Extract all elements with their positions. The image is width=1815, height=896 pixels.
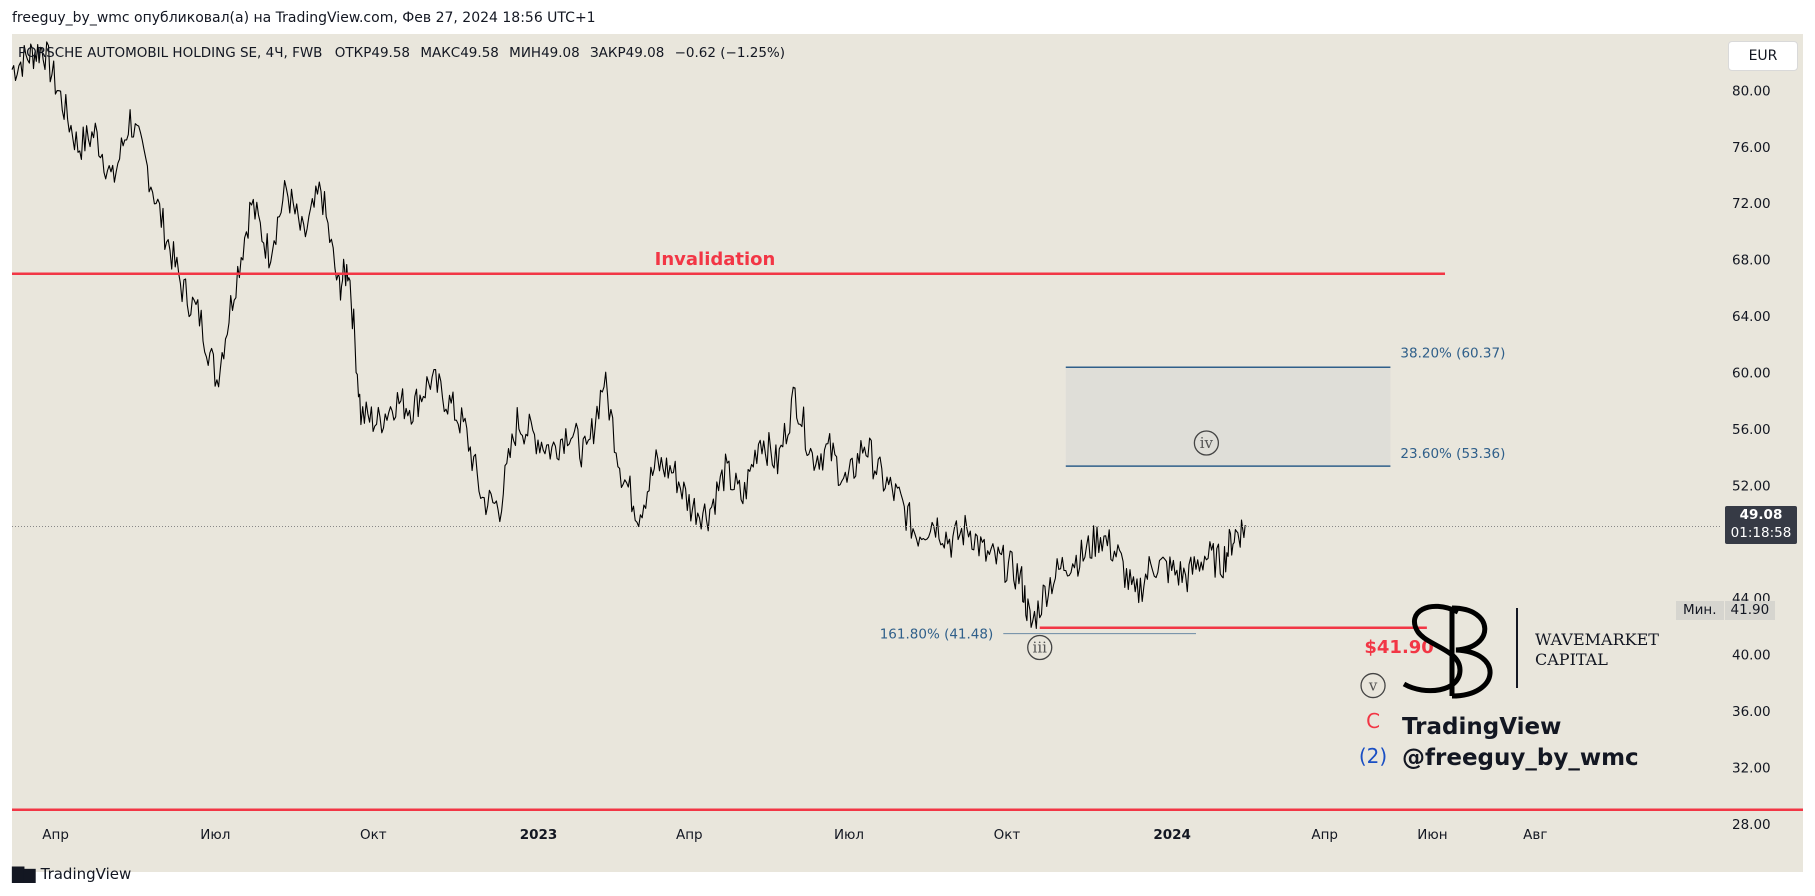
last-price-badge: 49.08 01:18:58 [1725, 506, 1797, 544]
min-label: Мин. [1676, 601, 1724, 620]
y-tick-label: 52.00 [1732, 478, 1771, 494]
fib-38-label: 38.20% (60.37) [1400, 345, 1505, 361]
x-tick-label: Авг [1523, 827, 1547, 843]
tradingview-footer[interactable]: ▇▆ TradingView [12, 864, 131, 883]
y-tick-label: 28.00 [1732, 817, 1771, 833]
symbol-legend: PORSCHE AUTOMOBIL HOLDING SE, 4Ч, FWB ОТ… [18, 45, 785, 61]
x-tick-label: Июн [1417, 827, 1447, 843]
x-tick-label: 2024 [1153, 827, 1191, 843]
price-series [11, 41, 1247, 630]
legend-high-label: МАКС [420, 45, 461, 61]
invalidation-label: Invalidation [655, 249, 776, 270]
published-by-text: freeguy_by_wmc опубликовал(а) на Trading… [12, 10, 596, 26]
x-tick-label: Июл [834, 827, 864, 843]
tradingview-logo-icon: ▇▆ [12, 864, 36, 883]
fib-extension-label: 161.80% (41.48) [880, 627, 994, 643]
brand-line-1: WAVEMARKET [1535, 630, 1659, 649]
y-tick-label: 68.00 [1732, 253, 1771, 269]
wave-label: iii [1033, 639, 1048, 657]
legend-change: −0.62 (−1.25%) [674, 45, 786, 61]
y-tick-label: 56.00 [1732, 422, 1771, 438]
wave-circle [1193, 430, 1220, 456]
wave-circle [1360, 672, 1386, 699]
wave-label: iv [1200, 434, 1214, 452]
y-tick-label: 76.00 [1732, 140, 1771, 156]
brand-text: WAVEMARKET CAPITAL [1535, 630, 1659, 670]
legend-low-label: МИН [509, 45, 542, 61]
y-tick-label: 36.00 [1732, 704, 1771, 720]
wave-circle [1027, 634, 1053, 661]
x-tick-label: Окт [994, 827, 1021, 843]
time-axis-area [12, 852, 1803, 872]
wavemarket-logo-icon [1402, 603, 1493, 699]
brand-line-2: CAPITAL [1535, 650, 1608, 669]
legend-close-label: ЗАКР [590, 45, 626, 61]
footer-logo-text: TradingView [40, 864, 132, 883]
logo-divider [1516, 608, 1518, 688]
y-tick-label: 72.00 [1732, 196, 1771, 212]
x-tick-label: 2023 [520, 827, 558, 843]
wave-label: C [1366, 709, 1380, 733]
legend-high: 49.58 [460, 45, 499, 61]
legend-symbol: PORSCHE AUTOMOBIL HOLDING SE, 4Ч, FWB [18, 45, 323, 61]
watermark-line-2: @freeguy_by_wmc [1402, 745, 1639, 771]
fib-23-label: 23.60% (53.36) [1400, 446, 1505, 462]
wave-label: (2) [1359, 744, 1387, 768]
legend-open: 49.58 [371, 45, 411, 61]
legend-low: 49.08 [541, 45, 580, 61]
legend-close: 49.08 [625, 45, 665, 61]
legend-open-label: ОТКР [334, 45, 372, 61]
bar-countdown: 01:18:58 [1730, 525, 1792, 541]
x-tick-label: Окт [360, 827, 387, 843]
currency-selector[interactable]: EUR [1728, 41, 1798, 71]
x-tick-label: Апр [42, 827, 69, 843]
last-price: 49.08 [1739, 507, 1783, 523]
x-tick-label: Апр [676, 827, 703, 843]
low-level-label: $41.90 [1364, 637, 1433, 658]
y-tick-label: 80.00 [1732, 83, 1771, 99]
x-tick-label: Июл [200, 827, 230, 843]
plot-area [12, 34, 1722, 852]
watermark-line-1: TradingView [1402, 714, 1562, 740]
fib-retracement-zone [1065, 367, 1391, 467]
wave-label: v [1368, 677, 1378, 695]
min-value: 41.90 [1724, 601, 1776, 620]
y-tick-label: 60.00 [1732, 365, 1771, 381]
min-price-tag: Мин. 41.90 [1676, 601, 1776, 620]
price-axis-area [1722, 34, 1803, 852]
y-tick-label: 32.00 [1732, 760, 1771, 776]
y-tick-label: 40.00 [1732, 648, 1771, 664]
y-tick-label: 64.00 [1732, 309, 1771, 325]
x-tick-label: Апр [1311, 827, 1338, 843]
author-watermark: TradingView @freeguy_by_wmc [1402, 712, 1639, 774]
